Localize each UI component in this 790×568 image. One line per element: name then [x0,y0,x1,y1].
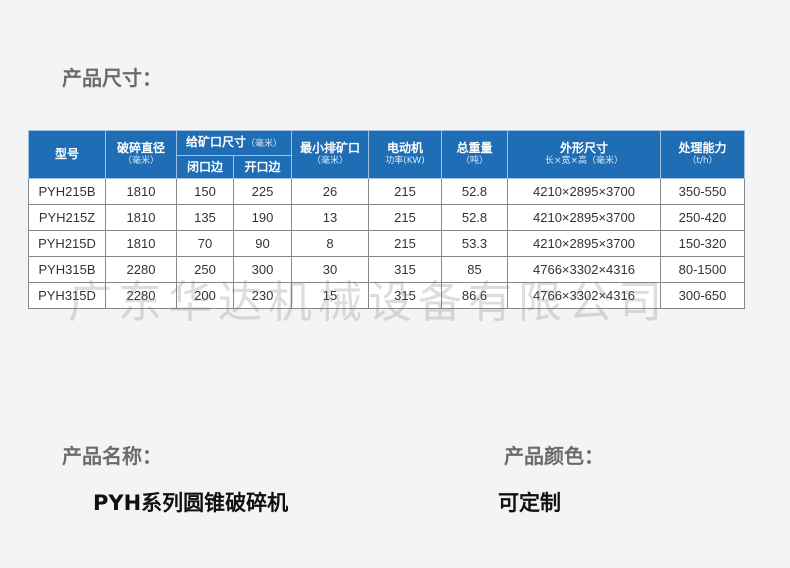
table-cell: 26 [291,178,369,205]
table-cell: 1810 [105,204,177,231]
spec-table: 型号 破碎直径 （毫米） 给矿口尺寸（毫米） 最小排矿口 （毫米） 电动机 功率(KW… [28,130,745,309]
table-cell: PYH315D [28,282,106,309]
table-row: PYH315D 2280 200 230 15 315 86.6 4766×3302×4316… [28,282,745,309]
table-cell: 85 [441,256,508,283]
table-cell: PYH215B [28,178,106,205]
table-cell: 70 [176,230,234,257]
header-open: 开口边 [233,155,292,179]
table-cell: 315 [368,256,442,283]
header-weight: 总重量 （吨） [441,130,508,179]
table-cell: 4766×3302×4316 [507,256,661,283]
table-cell: PYH215Z [28,204,106,231]
table-cell: 1810 [105,178,177,205]
table-cell: 300 [233,256,292,283]
header-closed: 闭口边 [176,155,234,179]
table-cell: 315 [368,282,442,309]
table-cell: 53.3 [441,230,508,257]
header-crush-dia: 破碎直径 （毫米） [105,130,177,179]
table-cell: 15 [291,282,369,309]
size-section-title: 产品尺寸： [62,66,162,90]
table-cell: 300-650 [660,282,745,309]
color-value: 可定制 [498,491,561,515]
table-cell: PYH315B [28,256,106,283]
table-cell: 250-420 [660,204,745,231]
table-cell: 30 [291,256,369,283]
table-cell: 190 [233,204,292,231]
table-row: PYH215B 1810 150 225 26 215 52.8 4210×2895×3700… [28,178,745,205]
table-cell: 230 [233,282,292,309]
name-label: 产品名称： [62,444,162,468]
table-cell: 80-1500 [660,256,745,283]
table-cell: 13 [291,204,369,231]
table-cell: 52.8 [441,178,508,205]
table-cell: 4210×2895×3700 [507,204,661,231]
table-cell: 8 [291,230,369,257]
table-cell: 2280 [105,256,177,283]
table-cell: 215 [368,230,442,257]
table-row: PYH215D 1810 70 90 8 215 53.3 4210×2895×3700 150… [28,230,745,257]
table-cell: 4210×2895×3700 [507,178,661,205]
table-cell: PYH215D [28,230,106,257]
table-cell: 250 [176,256,234,283]
table-cell: 150 [176,178,234,205]
header-motor: 电动机 功率(KW) [368,130,442,179]
header-model: 型号 [28,130,106,179]
color-label: 产品颜色： [504,444,604,468]
table-row: PYH315B 2280 250 300 30 315 85 4766×3302×4316 80… [28,256,745,283]
table-cell: 350-550 [660,178,745,205]
header-feed: 给矿口尺寸（毫米） [176,130,292,156]
table-cell: 215 [368,204,442,231]
table-cell: 135 [176,204,234,231]
name-value: PYH系列圆锥破碎机 [93,491,289,515]
table-cell: 200 [176,282,234,309]
table-cell: 225 [233,178,292,205]
header-min-out: 最小排矿口 （毫米） [291,130,369,179]
table-cell: 4766×3302×4316 [507,282,661,309]
table-cell: 4210×2895×3700 [507,230,661,257]
header-dims: 外形尺寸 长×宽×高（毫米） [507,130,661,179]
table-cell: 90 [233,230,292,257]
table-cell: 86.6 [441,282,508,309]
table-cell: 52.8 [441,204,508,231]
table-cell: 215 [368,178,442,205]
table-cell: 150-320 [660,230,745,257]
table-cell: 1810 [105,230,177,257]
header-capacity: 处理能力 （t/h） [660,130,745,179]
table-row: PYH215Z 1810 135 190 13 215 52.8 4210×2895×3700… [28,204,745,231]
table-cell: 2280 [105,282,177,309]
